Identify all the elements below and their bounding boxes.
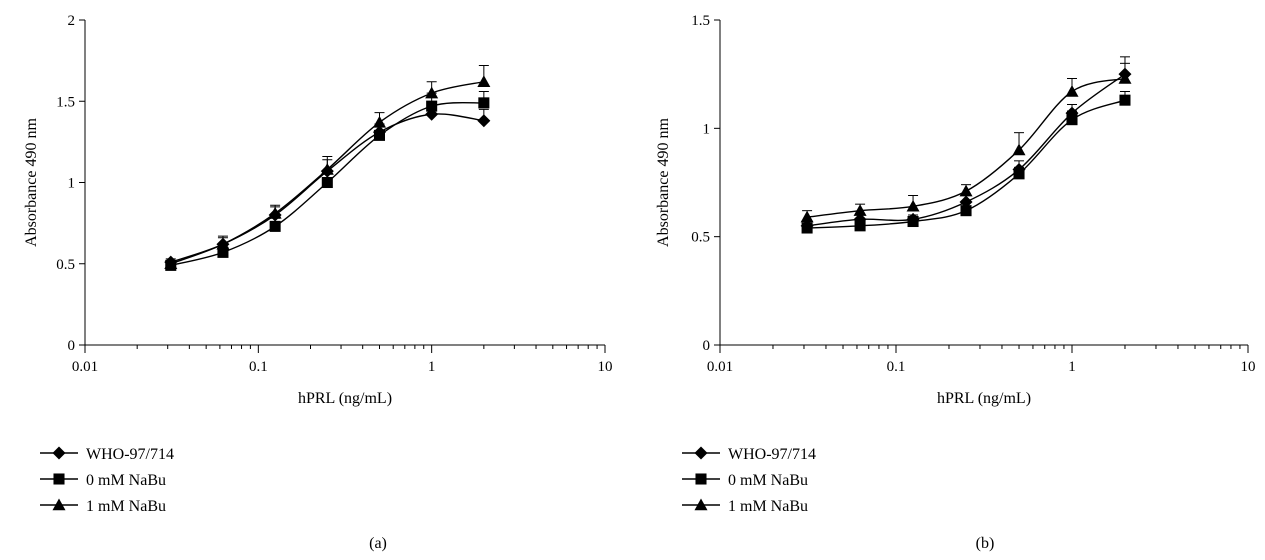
legend-label: WHO-97/714 [86,446,174,463]
y-tick-label: 0.5 [691,230,710,246]
y-axis-title: Absorbance 490 nm [23,118,40,247]
data-point-square [854,220,866,232]
chart-panel-a: 0 0.5 1 1.5 2 0.01 0.1 1 10 hPRL (ng/mL) Absorbanc… [23,13,613,552]
data-point-triangle [268,206,282,219]
data-point-square [426,100,438,112]
y-tick-label: 1.5 [56,94,75,110]
legend-marker-triangle [52,498,66,511]
data-point-triangle [1065,85,1079,97]
data-point-square [1119,94,1131,106]
legend-marker-diamond [694,446,708,460]
data-point-square [960,205,972,217]
y-tick-label: 0 [68,338,76,354]
legend-label: WHO-97/714 [728,446,816,463]
y-axis-title: Absorbance 490 nm [655,118,672,247]
legend-marker-triangle [694,498,708,511]
data-point-triangle [372,115,386,128]
legend-label: 0 mM NaBu [86,472,166,489]
data-point-triangle [216,237,230,250]
data-point-square [907,215,919,228]
legend-label: 1 mM NaBu [728,498,808,515]
y-tick-label: 1 [703,121,711,137]
data-point-triangle [906,199,920,212]
x-tick-label: 10 [1241,359,1256,375]
data-point-square [478,97,490,109]
x-tick-label: 0.01 [72,359,98,375]
legend-label: 0 mM NaBu [728,472,808,489]
data-point-triangle [853,204,867,216]
series-triangle [164,65,491,269]
x-tick-label: 0.01 [707,359,733,375]
data-point-triangle [800,210,814,223]
data-point-square [1013,168,1025,180]
panel-caption: (a) [369,535,387,552]
x-axis-title: hPRL (ng/mL) [298,390,392,407]
legend-label: 1 mM NaBu [86,498,166,515]
data-point-square [1066,114,1078,126]
data-point-square [321,176,333,189]
data-point-triangle [320,163,334,175]
y-tick-label: 0 [703,338,711,354]
data-point-square [373,129,386,141]
panel-caption: (b) [976,535,995,552]
y-tick-label: 1.5 [691,13,710,29]
chart-panel-b: 0 0.5 1 1.5 0.01 0.1 1 10 hPRL (ng/mL) Absorbance… [655,13,1256,552]
x-axis-title: hPRL (ng/mL) [937,390,1031,407]
y-tick-label: 1 [68,176,76,192]
x-tick-label: 0.1 [249,359,268,375]
x-tick-label: 0.1 [887,359,906,375]
data-point-triangle [1118,72,1132,84]
data-point-square [269,220,281,232]
x-tick-label: 1 [428,359,436,375]
series-square [165,91,490,271]
data-point-triangle [164,257,178,269]
legend-marker-square [695,473,707,485]
series-line [170,113,484,263]
x-tick-label: 10 [598,359,613,375]
data-point-square [217,246,229,258]
data-point-triangle [959,184,973,197]
y-tick-label: 0.5 [56,257,75,273]
data-point-diamond [477,114,491,128]
legend-marker-square [53,473,65,485]
legend-marker-diamond [52,446,66,460]
series-square [801,91,1131,234]
data-point-square [801,222,813,234]
data-point-triangle [425,86,439,99]
data-point-triangle [477,75,491,87]
y-tick-label: 2 [68,13,76,29]
data-point-triangle [1012,143,1026,156]
series-triangle [800,56,1132,223]
x-tick-label: 1 [1068,359,1076,375]
